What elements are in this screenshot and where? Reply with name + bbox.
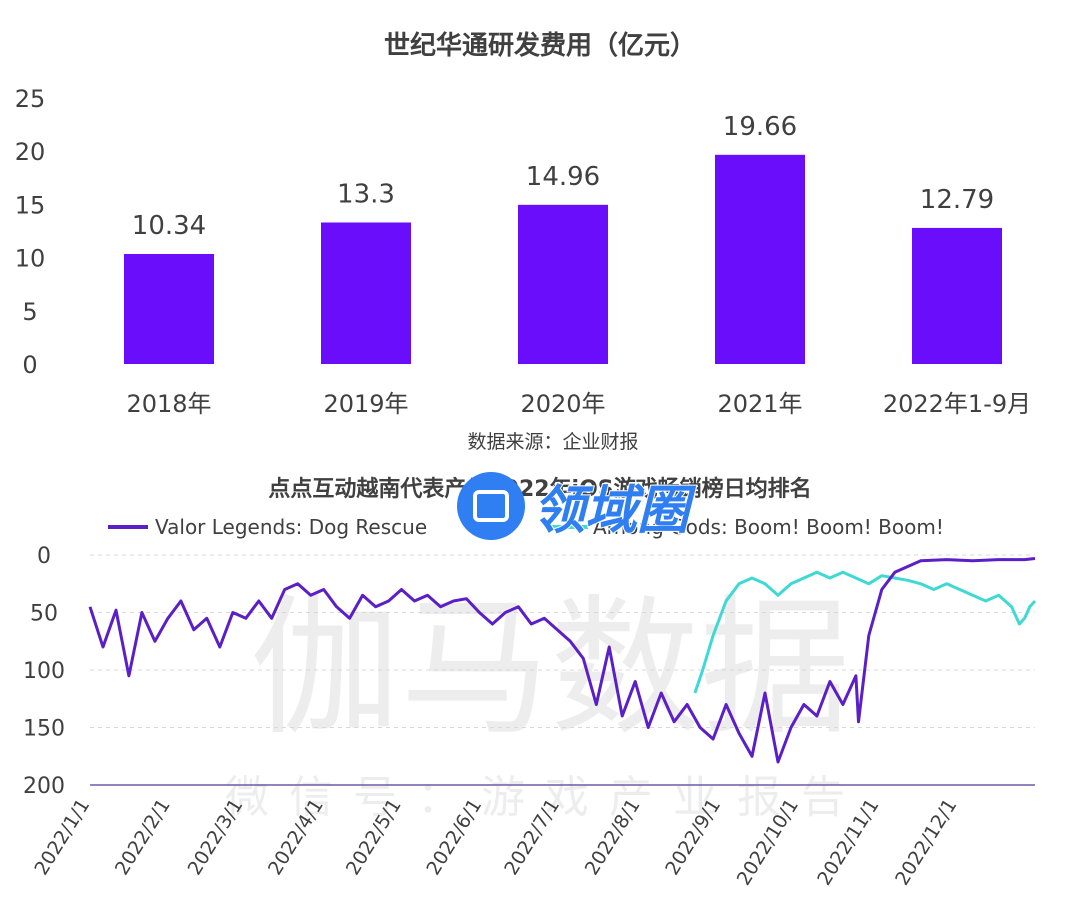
bar-category-label: 2021年	[717, 390, 802, 418]
line-series-valor-legends	[88, 557, 1036, 764]
bar-series	[124, 154, 1002, 364]
logo-icon	[473, 490, 509, 522]
bar-y-axis: 0 5 10 15 20 25	[15, 85, 46, 379]
bar-x-axis: 2018年 2019年 2020年 2021年 2022年1-9月	[126, 390, 1031, 418]
line-series-among-gods	[693, 570, 1037, 694]
bar	[124, 253, 214, 364]
chart-watermark-sub: 微信号：游戏产业报告	[225, 772, 865, 823]
line-y-tick-label: 0	[37, 544, 51, 569]
bar-data-labels: 10.34 13.3 14.96 19.66 12.79	[132, 112, 994, 241]
bar-category-label: 2019年	[323, 390, 408, 418]
bar-chart: 世纪华通研发费用（亿元） 0 5 10 15 20 25 10.34 13.3 14.96 19…	[15, 30, 1031, 453]
bar-category-label: 2020年	[520, 390, 605, 418]
line-y-tick-label: 150	[23, 717, 65, 742]
watermark-logo: 领域圈	[455, 470, 755, 550]
line-x-tick-label: 2022/3/1	[184, 795, 248, 879]
line-x-tick-label: 2022/12/1	[891, 795, 961, 889]
legend-label-valor: Valor Legends: Dog Rescue	[155, 515, 427, 539]
line-legend: Valor Legends: Dog Rescue Among Gods: Bo…	[108, 515, 944, 539]
line-y-tick-label: 200	[23, 774, 65, 799]
bar-y-tick-label: 20	[15, 138, 46, 166]
bar-category-label: 2018年	[126, 390, 211, 418]
bar-y-tick-label: 10	[15, 245, 46, 273]
bar	[321, 222, 411, 364]
bar-data-label: 10.34	[132, 211, 206, 241]
bar-y-tick-label: 5	[22, 298, 37, 326]
logo-badge	[457, 472, 525, 540]
line-y-axis: 0 50 100 150 200	[23, 544, 65, 799]
line-y-tick-label: 100	[23, 659, 65, 684]
bar-data-label: 12.79	[920, 185, 994, 215]
bar-chart-title: 世纪华通研发费用（亿元）	[384, 30, 696, 61]
line-y-tick-label: 50	[30, 602, 58, 627]
bar	[715, 154, 805, 364]
line-gridlines	[90, 554, 1035, 786]
bar	[912, 227, 1002, 364]
bar-data-label: 19.66	[723, 112, 797, 142]
line-x-tick-label: 2022/2/1	[111, 795, 175, 879]
bar	[518, 204, 608, 364]
bar-source-note: 数据来源：企业财报	[467, 431, 638, 453]
line-chart-title: 点点互动越南代表产品2022年iOS游戏畅销榜日均排名	[268, 476, 811, 502]
bar-y-tick-label: 15	[15, 191, 46, 219]
watermark-logo-graphic: 领域圈	[457, 472, 698, 542]
bar-data-label: 14.96	[526, 162, 600, 192]
bar-y-tick-label: 0	[22, 351, 37, 379]
bar-y-tick-label: 25	[15, 85, 46, 113]
line-x-tick-label: 2022/1/1	[30, 795, 94, 879]
legend-label-among: Among Gods: Boom! Boom! Boom!	[593, 515, 944, 539]
logo-text: 领域圈	[533, 481, 697, 541]
bar-data-label: 13.3	[337, 179, 395, 209]
bar-category-label: 2022年1-9月	[883, 390, 1031, 418]
